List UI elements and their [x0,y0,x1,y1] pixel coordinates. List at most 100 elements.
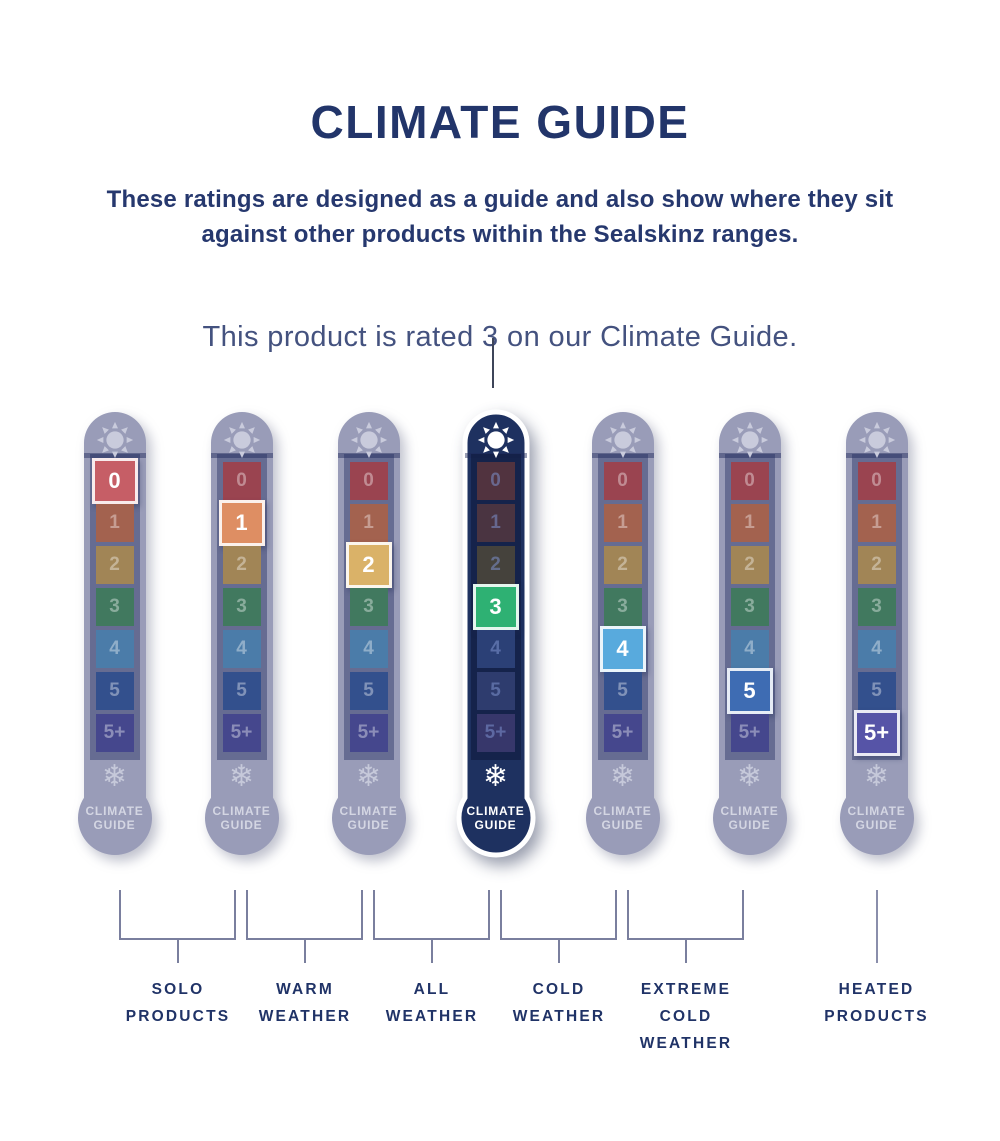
climate-guide-bulb-label: CLIMATE GUIDE [847,804,906,832]
climate-thermometer: 0 1 2 3 4 5 5+ ❄ CLIMATE GUIDE [323,406,415,866]
level-1: 1 [857,504,896,542]
level-1: 1 [349,504,388,542]
level-4: 4 [857,630,896,668]
level-1: 1 [730,504,769,542]
level-0: 0 [222,462,261,500]
snowflake-icon: ❄ [736,759,763,794]
level-5+: 5+ [95,714,134,752]
level-4: 4 [730,630,769,668]
group-label: ALL WEATHER [385,981,479,1025]
level-5+: 5+ [603,714,642,752]
snowflake-icon: ❄ [482,759,509,794]
level-4: 4 [349,630,388,668]
sun-icon [477,421,514,459]
level-5: 5 [857,672,896,710]
climate-thermometer: 0 1 2 3 4 5 5+ ❄ CLIMATE GUIDE [704,406,796,866]
level-2: 2 [476,546,515,584]
snowflake-icon: ❄ [228,759,255,794]
level-1: 1 [603,504,642,542]
group-label: COLD WEATHER [512,981,606,1025]
level-0: 0 [730,462,769,500]
group-bracket [372,890,490,940]
level-5: 5 [476,672,515,710]
level-5: 5 [95,672,134,710]
level-4-highlighted: 4 [599,626,646,672]
sun-icon [350,421,387,459]
level-3-highlighted: 3 [472,584,519,630]
level-0: 0 [349,462,388,500]
sun-icon [223,421,260,459]
level-2-highlighted: 2 [345,542,392,588]
level-5+: 5+ [349,714,388,752]
sun-icon [731,421,768,459]
group-bracket-stem [177,940,179,963]
group-line [875,890,878,963]
group-bracket-stem [304,940,306,963]
group-bracket-stem [431,940,433,963]
level-5+: 5+ [222,714,261,752]
group-bracket [118,890,236,940]
climate-thermometer: 0 1 2 3 4 5 5+ ❄ CLIMATE GUIDE [196,406,288,866]
level-5+: 5+ [730,714,769,752]
level-2: 2 [222,546,261,584]
group-bracket-stem [685,940,687,963]
level-3: 3 [857,588,896,626]
group-label: HEATED PRODUCTS [824,981,929,1025]
rating-pointer-line [492,338,494,388]
level-2: 2 [95,546,134,584]
climate-guide-bulb-label: CLIMATE GUIDE [466,804,525,832]
snowflake-icon: ❄ [355,759,382,794]
sun-icon [96,421,133,459]
level-2: 2 [730,546,769,584]
level-1: 1 [476,504,515,542]
level-0: 0 [857,462,896,500]
level-1-highlighted: 1 [218,500,265,546]
level-3: 3 [349,588,388,626]
group-label: WARM WEATHER [258,981,352,1025]
level-5+-highlighted: 5+ [853,710,900,756]
level-3: 3 [603,588,642,626]
level-4: 4 [476,630,515,668]
level-1: 1 [95,504,134,542]
climate-thermometer: 0 1 2 3 4 5 5+ ❄ CLIMATE GUIDE [577,406,669,866]
sun-icon [604,421,641,459]
group-label: SOLO PRODUCTS [125,981,231,1025]
group-bracket [499,890,617,940]
climate-thermometer: 0 1 2 3 4 5 5+ ❄ CLIMATE GUIDE [69,406,161,866]
level-2: 2 [857,546,896,584]
level-4: 4 [222,630,261,668]
climate-thermometer: 0 1 2 3 4 5 5+ ❄ CLIMATE GUIDE [831,406,923,866]
group-bracket [245,890,363,940]
level-4: 4 [95,630,134,668]
level-5: 5 [603,672,642,710]
page-title: CLIMATE GUIDE [310,95,690,148]
climate-thermometer: 0 1 2 3 4 5 5+ ❄ CLIMATE GUIDE [450,406,542,866]
level-3: 3 [95,588,134,626]
climate-guide-bulb-label: CLIMATE GUIDE [212,804,271,832]
group-label: EXTREME COLD WEATHER [639,981,733,1052]
product-rating-note: This product is rated 3 on our Climate G… [202,321,798,353]
level-5: 5 [222,672,261,710]
group-bracket-stem [558,940,560,963]
snowflake-icon: ❄ [609,759,636,794]
group-bracket [626,890,744,940]
page-subtitle: These ratings are designed as a guide an… [106,186,894,248]
level-0: 0 [476,462,515,500]
climate-guide-bulb-label: CLIMATE GUIDE [85,804,144,832]
snowflake-icon: ❄ [863,759,890,794]
level-5+: 5+ [476,714,515,752]
level-5-highlighted: 5 [726,668,773,714]
level-2: 2 [603,546,642,584]
level-5: 5 [349,672,388,710]
climate-guide-bulb-label: CLIMATE GUIDE [339,804,398,832]
level-0: 0 [603,462,642,500]
level-3: 3 [222,588,261,626]
snowflake-icon: ❄ [101,759,128,794]
climate-guide-bulb-label: CLIMATE GUIDE [593,804,652,832]
sun-icon [858,421,895,459]
level-3: 3 [730,588,769,626]
level-0-highlighted: 0 [91,458,138,504]
